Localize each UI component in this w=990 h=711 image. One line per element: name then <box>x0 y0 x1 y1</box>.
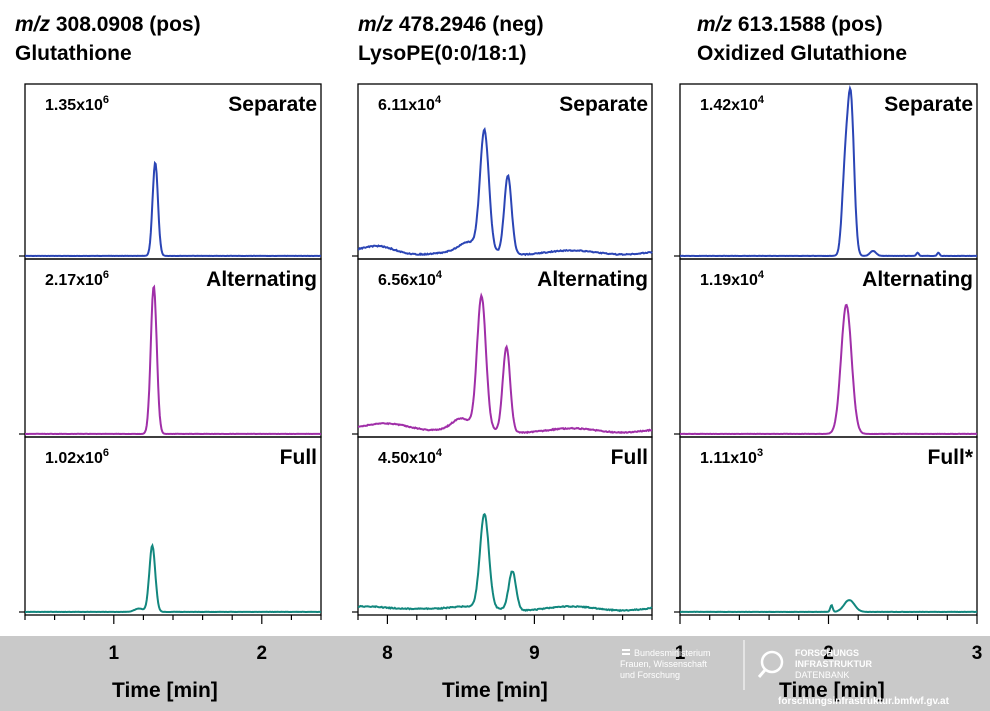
chromatogram-trace <box>24 160 321 258</box>
x-tick-label: 3 <box>972 643 983 664</box>
magnifier-handle-icon <box>757 669 767 678</box>
column-title-3: m/z 613.1588 (pos) Oxidized Glutathione <box>697 10 907 68</box>
x-tick-label: 8 <box>382 643 393 664</box>
intensity-scale-label: 2.17x106 <box>45 269 109 289</box>
compound-name: LysoPE(0:0/18:1) <box>358 42 527 65</box>
x-tick-label: 1 <box>675 643 686 664</box>
compound-name: Glutathione <box>15 42 132 65</box>
infrastructure-logo: FORSCHUNGS INFRASTRUKTUR DATENBANK <box>795 648 872 680</box>
chromatogram-trace <box>680 84 977 258</box>
acquisition-mode-label: Full* <box>928 446 974 469</box>
acquisition-mode-label: Alternating <box>206 268 317 291</box>
acquisition-mode-label: Full <box>611 446 648 469</box>
chromatogram-trace <box>679 599 978 614</box>
acquisition-mode-label: Alternating <box>537 268 648 291</box>
intensity-scale-label: 1.35x106 <box>45 94 109 114</box>
acquisition-mode-label: Separate <box>884 93 973 116</box>
ministry-flag-icon <box>622 653 630 655</box>
x-axis-label-1: Time [min] <box>112 679 218 702</box>
intensity-scale-label: 6.56x104 <box>378 269 443 289</box>
intensity-scale-label: 4.50x104 <box>378 447 443 467</box>
acquisition-mode-label: Alternating <box>862 268 973 291</box>
x-axis-label-3: Time [min] <box>779 679 885 702</box>
ministry-flag-icon <box>622 649 630 651</box>
magnifier-icon <box>760 650 784 674</box>
intensity-scale-label: 1.42x104 <box>700 94 765 114</box>
column-title-2: m/z 478.2946 (neg) LysoPE(0:0/18:1) <box>358 10 544 68</box>
acquisition-mode-label: Separate <box>559 93 648 116</box>
mz-heading: m/z 613.1588 (pos) <box>697 13 883 36</box>
chromatogram-trace <box>680 303 978 436</box>
column-title-1: m/z 308.0908 (pos) Glutathione <box>15 10 201 68</box>
intensity-scale-label: 1.02x106 <box>45 447 109 467</box>
intensity-scale-label: 1.19x104 <box>700 269 765 289</box>
chromatogram-trace <box>357 292 652 435</box>
intensity-scale-label: 1.11x103 <box>700 447 763 467</box>
mz-heading: m/z 308.0908 (pos) <box>15 13 201 36</box>
x-tick-label: 1 <box>109 643 120 664</box>
x-tick-label: 2 <box>823 643 834 664</box>
intensity-scale-label: 6.11x104 <box>378 94 442 114</box>
chromatogram-trace <box>357 126 653 257</box>
watermark-url: forschungsinfrastruktur.bmfwf.gv.at <box>778 696 949 707</box>
chromatogram-trace <box>357 512 653 613</box>
x-tick-label: 9 <box>529 643 540 664</box>
acquisition-mode-label: Full <box>280 446 317 469</box>
ministry-logo: Bundesministerium Frauen, Wissenschaft u… <box>620 648 711 680</box>
chromatogram-trace <box>25 284 321 436</box>
x-tick-label: 2 <box>257 643 268 664</box>
x-axis-label-2: Time [min] <box>442 679 548 702</box>
acquisition-mode-label: Separate <box>228 93 317 116</box>
bottom-band <box>0 636 990 711</box>
mz-heading: m/z 478.2946 (neg) <box>358 13 544 36</box>
chromatogram-trace <box>25 542 321 614</box>
compound-name: Oxidized Glutathione <box>697 42 908 65</box>
